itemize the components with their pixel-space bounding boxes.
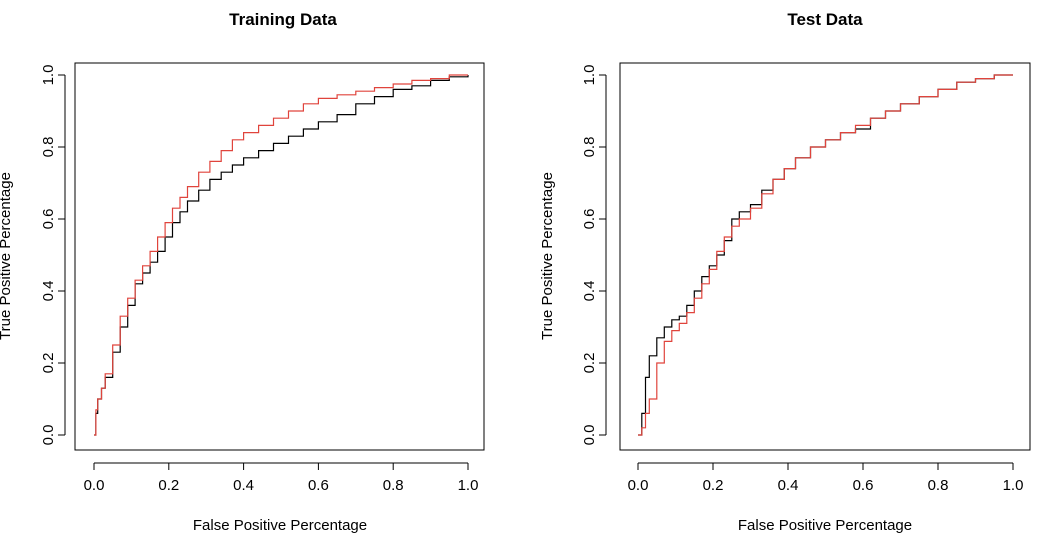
test-curves bbox=[638, 74, 1013, 436]
training-x-tick-label: 0.4 bbox=[233, 477, 254, 494]
test-x-axis-label: False Positive Percentage bbox=[738, 517, 912, 534]
training-y-tick-label: 0.6 bbox=[40, 209, 57, 230]
training-y-tick-label: 1.0 bbox=[40, 65, 57, 86]
test-x-tick-label: 0.0 bbox=[628, 477, 649, 494]
training-x-tick-label: 0.6 bbox=[308, 477, 329, 494]
test-axes: 0.0 0.2 0.4 0.6 0.8 1.0 0.0 0.2 0.4 0.6 0.8 1.0 bbox=[581, 65, 1023, 494]
test-plot-frame bbox=[619, 62, 1031, 451]
test-roc-curve-red bbox=[638, 74, 1013, 436]
training-roc-curve-red bbox=[94, 74, 468, 436]
test-chart-title: Test Data bbox=[787, 10, 863, 29]
test-roc-curve-black bbox=[638, 74, 1013, 436]
test-data-panel: Test Data 0.0 0.2 0.4 0.6 0.8 1.0 0.0 0.2 0.4 0.6… bbox=[539, 10, 1031, 534]
training-roc-curve-black bbox=[94, 75, 469, 436]
test-y-tick-label: 0.6 bbox=[581, 209, 598, 230]
training-x-axis-label: False Positive Percentage bbox=[193, 517, 367, 534]
training-x-tick-label: 0.8 bbox=[383, 477, 404, 494]
test-y-tick-label: 0.0 bbox=[581, 425, 598, 446]
training-chart-title: Training Data bbox=[229, 10, 337, 29]
test-y-tick-label: 0.4 bbox=[581, 281, 598, 302]
training-curves bbox=[94, 74, 469, 436]
training-y-axis-label: True Positive Percentage bbox=[0, 172, 14, 340]
test-y-tick-label: 0.8 bbox=[581, 137, 598, 158]
test-x-tick-label: 0.8 bbox=[928, 477, 949, 494]
test-x-tick-label: 0.4 bbox=[778, 477, 799, 494]
training-x-tick-label: 0.0 bbox=[84, 477, 105, 494]
training-data-panel: Training Data 0.0 0.2 0.4 0.6 0.8 1.00.00.20.… bbox=[0, 10, 485, 534]
test-x-tick-label: 1.0 bbox=[1003, 477, 1024, 494]
test-y-tick-label: 1.0 bbox=[581, 65, 598, 86]
training-plot-frame bbox=[74, 62, 485, 451]
test-y-axis-label: True Positive Percentage bbox=[539, 172, 556, 340]
test-x-tick-label: 0.2 bbox=[703, 477, 724, 494]
training-y-tick-label: 0.4 bbox=[40, 281, 57, 302]
test-x-tick-label: 0.6 bbox=[853, 477, 874, 494]
training-x-tick-label: 1.0 bbox=[458, 477, 479, 494]
test-y-tick-label: 0.2 bbox=[581, 353, 598, 374]
training-axes: 0.0 0.2 0.4 0.6 0.8 1.0 0.0 0.2 0.4 0.6 0.8 1.0 bbox=[40, 65, 478, 494]
training-y-tick-label: 0.0 bbox=[40, 425, 57, 446]
training-x-tick-label: 0.2 bbox=[158, 477, 179, 494]
training-y-tick-label: 0.2 bbox=[40, 353, 57, 374]
training-y-tick-label: 0.8 bbox=[40, 137, 57, 158]
